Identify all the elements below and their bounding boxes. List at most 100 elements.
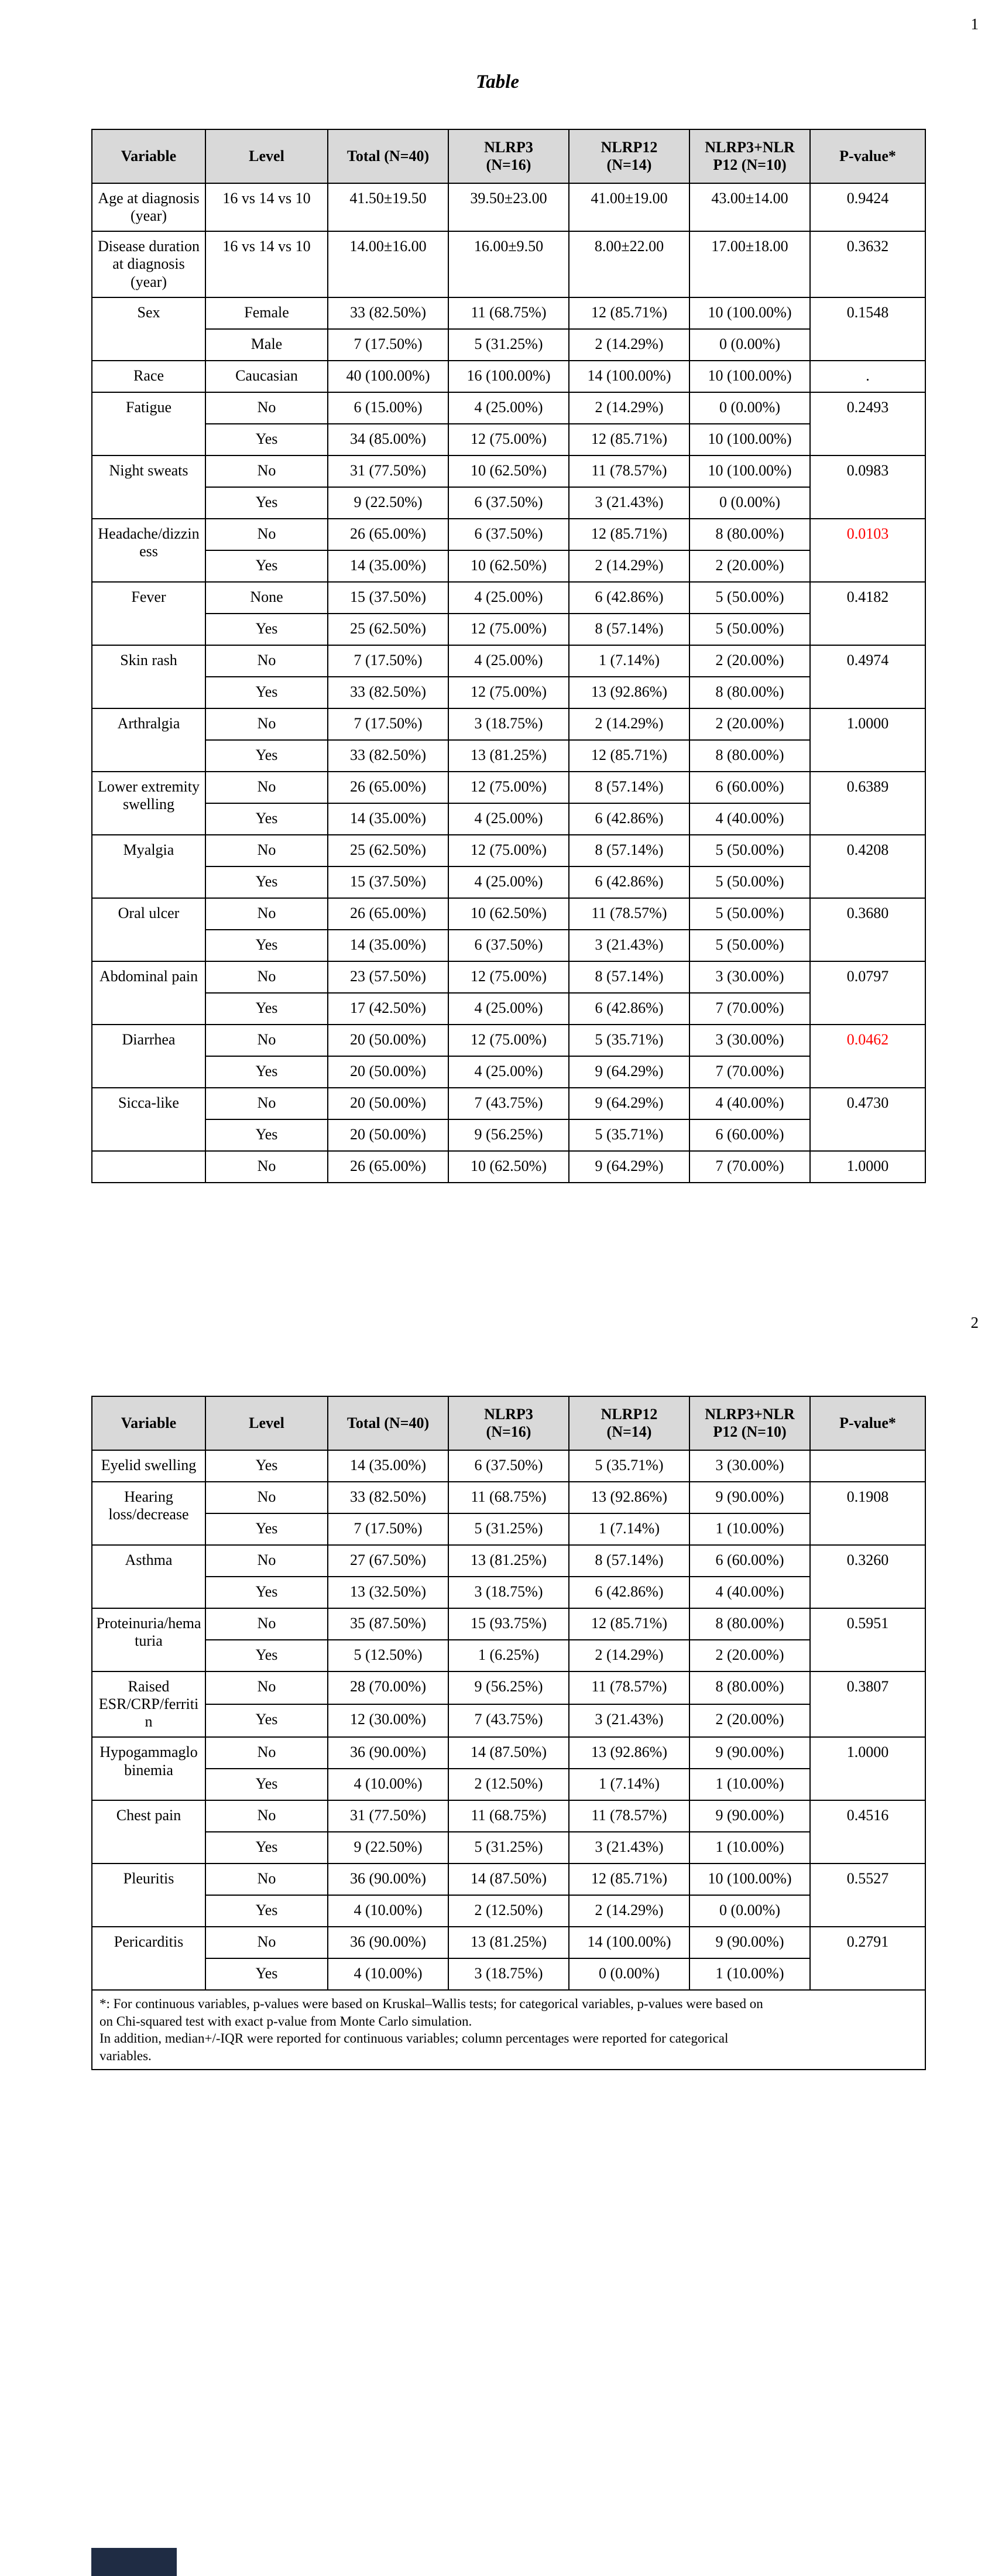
nlrp3-cell: 5 (31.25%) (448, 1513, 569, 1546)
level-cell: Yes (205, 929, 328, 962)
variable-cell: Asthma (91, 1544, 206, 1609)
nlrp3-nlrp12-cell: 2 (20.00%) (689, 707, 811, 741)
nlrp3-cell: 3 (18.75%) (448, 1576, 569, 1609)
level-cell: Yes (205, 676, 328, 709)
column-header: P-value* (809, 129, 926, 184)
pvalue-cell: 0.4730 (809, 1087, 926, 1152)
variable-cell: Age at diagnosis (year) (91, 182, 206, 232)
nlrp3-cell: 13 (81.25%) (448, 1926, 569, 1960)
page-number-1: 1 (970, 15, 979, 33)
nlrp12-cell: 8 (57.14%) (568, 834, 690, 867)
column-header: Total (N=40) (327, 1396, 449, 1451)
variable-cell: Myalgia (91, 834, 206, 899)
column-header: P-value* (809, 1396, 926, 1451)
level-cell: Yes (205, 423, 328, 456)
level-cell: No (205, 1863, 328, 1896)
nlrp3-cell: 9 (56.25%) (448, 1118, 569, 1152)
nlrp12-cell: 8 (57.14%) (568, 1544, 690, 1577)
table-row: Raised ESR/CRP/ferritin No 28 (70.00%) 9 (5… (91, 1670, 926, 1738)
table-row: Chest pain No 31 (77.50%) 11 (68.75%) 11 (78… (91, 1800, 926, 1865)
nlrp3-cell: 4 (25.00%) (448, 391, 569, 424)
level-cell: No (205, 518, 328, 551)
table-row: Yes 33 (82.50%) 13 (81.25%) 12 (85.71%) 8 (8… (92, 739, 925, 772)
nlrp12-cell: 8 (57.14%) (568, 770, 690, 804)
level-cell: Caucasian (205, 359, 328, 393)
total-cell: 41.50±19.50 (327, 182, 449, 232)
nlrp12-cell: 8.00±22.00 (568, 231, 690, 298)
table-row: Yes 7 (17.50%) 5 (31.25%) 1 (7.14%) 1 (10.00… (92, 1513, 925, 1546)
total-cell: 20 (50.00%) (327, 1087, 449, 1120)
nlrp3-cell: 15 (93.75%) (448, 1608, 569, 1640)
total-cell: 23 (57.50%) (327, 960, 449, 994)
nlrp12-cell: 2 (14.29%) (568, 1895, 690, 1928)
table-row: Eyelid swelling Yes 14 (35.00%) 6 (37.50%) 5… (91, 1450, 926, 1482)
table-header-row: Variable Level Total (N=40) NLRP3 (N=16) NLR… (91, 129, 926, 184)
nlrp12-cell: 6 (42.86%) (568, 865, 690, 899)
table-row: Yes 15 (37.50%) 4 (25.00%) 6 (42.86%) 5 (50.… (92, 865, 925, 899)
table-row: Male 7 (17.50%) 5 (31.25%) 2 (14.29%) 0 (0.0… (92, 328, 925, 361)
variable-cell: Fatigue (91, 391, 206, 456)
level-cell: None (205, 581, 328, 614)
nlrp3-cell: 6 (37.50%) (448, 518, 569, 551)
level-cell: No (205, 1544, 328, 1577)
nlrp3-cell: 12 (75.00%) (448, 960, 569, 994)
table-row: Arthralgia No 7 (17.50%) 3 (18.75%) 2 (14.29… (91, 707, 926, 772)
nlrp3-nlrp12-cell: 8 (80.00%) (689, 1608, 811, 1640)
total-cell: 7 (17.50%) (327, 707, 449, 741)
level-cell: Yes (205, 486, 328, 519)
total-cell: 27 (67.50%) (327, 1544, 449, 1577)
total-cell: 12 (30.00%) (327, 1704, 449, 1738)
total-cell: 4 (10.00%) (327, 1958, 449, 1991)
cropped-next-page-image-fragment (91, 2548, 177, 2576)
nlrp12-cell: 12 (85.71%) (568, 1863, 690, 1896)
level-cell: No (205, 1087, 328, 1120)
level-cell: No (205, 1926, 328, 1960)
pvalue-cell: 0.1908 (809, 1481, 926, 1546)
total-cell: 36 (90.00%) (327, 1863, 449, 1896)
column-header: Variable (91, 129, 206, 184)
total-cell: 14 (35.00%) (327, 1450, 449, 1482)
variable-cell: Headache/dizziness (91, 518, 206, 583)
nlrp3-nlrp12-cell: 6 (60.00%) (689, 1544, 811, 1577)
table-row: Yes 25 (62.50%) 12 (75.00%) 8 (57.14%) 5 (50… (92, 612, 925, 646)
nlrp12-cell: 5 (35.71%) (568, 1118, 690, 1152)
table-row: Skin rash No 7 (17.50%) 4 (25.00%) 1 (7.14%)… (91, 644, 926, 709)
table-row: Age at diagnosis (year) 16 vs 14 vs 10 41.… (91, 182, 926, 232)
variable-cell: Race (91, 359, 206, 393)
table-row: Abdominal pain No 23 (57.50%) 12 (75.00%) 8 … (91, 960, 926, 1025)
pvalue-cell: 0.3680 (809, 897, 926, 962)
level-cell: Yes (205, 1513, 328, 1546)
level-cell: No (205, 960, 328, 994)
nlrp12-cell: 11 (78.57%) (568, 454, 690, 488)
nlrp12-cell: 2 (14.29%) (568, 328, 690, 361)
variable-cell: Pleuritis (91, 1863, 206, 1928)
nlrp3-cell: 2 (12.50%) (448, 1768, 569, 1801)
column-header: Variable (91, 1396, 206, 1451)
nlrp3-cell: 10 (62.50%) (448, 1150, 569, 1183)
level-cell: Yes (205, 1958, 328, 1991)
table-row: Yes 14 (35.00%) 4 (25.00%) 6 (42.86%) 4 (40.… (92, 802, 925, 835)
total-cell: 14 (35.00%) (327, 802, 449, 835)
table-row: Yes 9 (22.50%) 5 (31.25%) 3 (21.43%) 1 (10.0… (92, 1831, 925, 1865)
nlrp3-nlrp12-cell: 10 (100.00%) (689, 423, 811, 456)
nlrp12-cell: 41.00±19.00 (568, 182, 690, 232)
level-cell: Yes (205, 1895, 328, 1928)
table-row: Yes 14 (35.00%) 6 (37.50%) 3 (21.43%) 5 (50.… (92, 929, 925, 962)
column-header: NLRP3+NLR P12 (N=10) (689, 129, 811, 184)
nlrp12-cell: 11 (78.57%) (568, 1670, 690, 1705)
table-row: Yes 14 (35.00%) 10 (62.50%) 2 (14.29%) 2 (20… (92, 549, 925, 583)
table-row: No 26 (65.00%) 10 (62.50%) 9 (64.29%) 7 (70.… (91, 1150, 926, 1183)
nlrp3-cell: 4 (25.00%) (448, 865, 569, 899)
table-row: Sex Female 33 (82.50%) 11 (68.75%) 12 (85.71… (91, 296, 926, 361)
table-row: Fever None 15 (37.50%) 4 (25.00%) 6 (42.86%)… (91, 581, 926, 646)
nlrp3-cell: 16.00±9.50 (448, 231, 569, 298)
nlrp12-cell: 1 (7.14%) (568, 644, 690, 677)
pvalue-cell: 0.2493 (809, 391, 926, 456)
nlrp3-nlrp12-cell: 0 (0.00%) (689, 391, 811, 424)
variable-cell: Disease duration at diagnosis (year) (91, 231, 206, 298)
nlrp3-cell: 4 (25.00%) (448, 644, 569, 677)
total-cell: 40 (100.00%) (327, 359, 449, 393)
variable-cell: Proteinuria/hematuria (91, 1608, 206, 1672)
nlrp3-cell: 7 (43.75%) (448, 1704, 569, 1738)
nlrp12-cell: 6 (42.86%) (568, 581, 690, 614)
